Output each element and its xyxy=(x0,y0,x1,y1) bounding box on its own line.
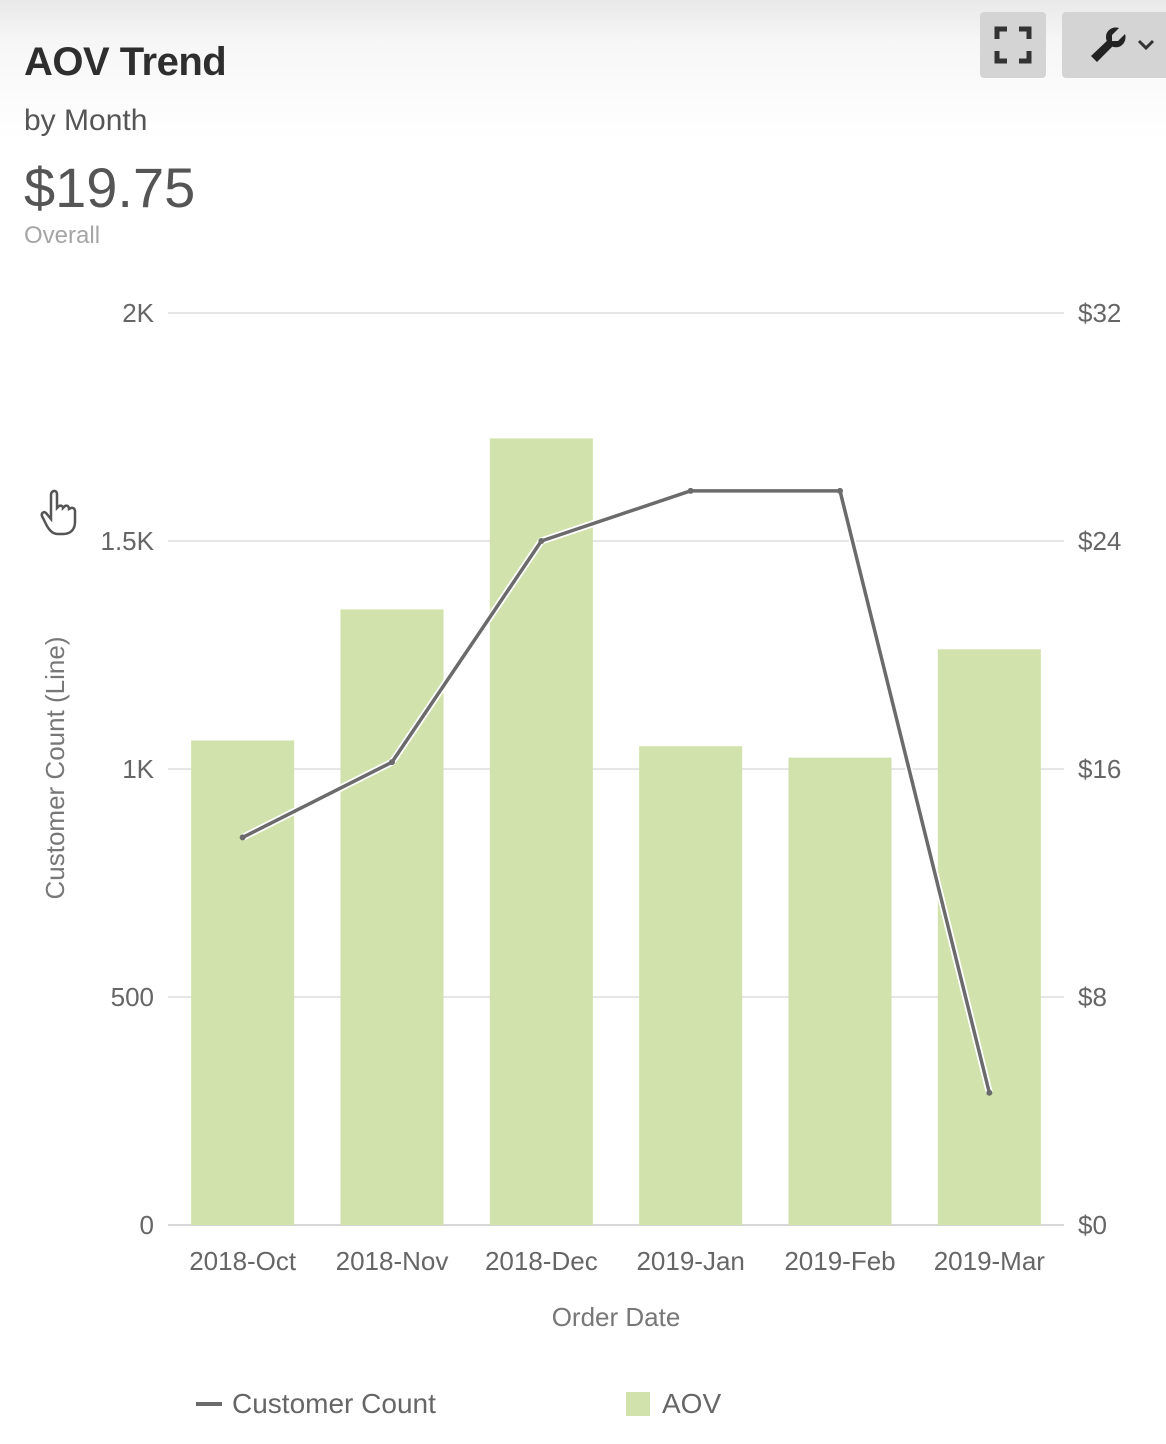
y-tick-label: 2K xyxy=(122,298,154,328)
y-axis-title: Customer Count (Line) xyxy=(40,637,70,900)
expand-icon xyxy=(994,26,1032,64)
line-point-2019-Jan[interactable] xyxy=(687,487,694,494)
x-tick-label: 2019-Mar xyxy=(934,1246,1046,1276)
line-point-2018-Dec[interactable] xyxy=(538,538,545,544)
right-axis-ticks: $0 $8 $16 $24 $32 xyxy=(1078,298,1121,1240)
y-tick-label: 500 xyxy=(111,982,154,1012)
settings-menu-button[interactable] xyxy=(1062,12,1166,78)
line-point-2018-Nov[interactable] xyxy=(389,759,395,766)
widget-subtitle: by Month xyxy=(24,104,148,137)
wrench-icon xyxy=(1091,27,1126,63)
legend-label-customer-count: Customer Count xyxy=(232,1388,436,1419)
chart-legend: Customer Count AOV xyxy=(0,1388,1166,1428)
y2-tick-label: $16 xyxy=(1078,754,1121,784)
x-axis-ticks: 2018-Oct 2018-Nov 2018-Dec 2019-Jan 2019-Feb… xyxy=(189,1246,1045,1276)
expand-button[interactable] xyxy=(980,12,1046,78)
bar-2018-Nov[interactable] xyxy=(340,609,444,1225)
y2-tick-label: $0 xyxy=(1078,1210,1107,1240)
left-axis-ticks: 0 500 1K 1.5K 2K xyxy=(101,298,155,1240)
line-point-2019-Mar[interactable] xyxy=(986,1089,993,1096)
line-point-2019-Feb[interactable] xyxy=(837,487,843,494)
bar-2018-Oct[interactable] xyxy=(191,740,295,1226)
line-path[interactable] xyxy=(241,489,992,1094)
bar-2019-Mar[interactable] xyxy=(937,649,1041,1225)
y2-tick-label: $24 xyxy=(1078,526,1121,556)
kpi-value: $19.75 xyxy=(24,156,196,219)
x-axis-title: Order Date xyxy=(552,1302,681,1332)
chevron-down-icon xyxy=(1137,39,1155,51)
legend-box-swatch xyxy=(626,1392,650,1416)
line-series-customer-count xyxy=(239,487,993,1096)
y-tick-label: 1K xyxy=(122,754,154,784)
legend-label-aov: AOV xyxy=(662,1388,722,1419)
y2-tick-label: $32 xyxy=(1078,298,1121,328)
line-point-2018-Oct[interactable] xyxy=(239,834,246,841)
x-tick-label: 2018-Dec xyxy=(485,1246,598,1276)
bar-2019-Jan[interactable] xyxy=(639,746,743,1225)
legend-item-aov[interactable]: AOV xyxy=(626,1388,721,1420)
legend-line-swatch xyxy=(196,1402,222,1406)
bar-2018-Dec[interactable] xyxy=(489,438,593,1225)
x-tick-label: 2019-Jan xyxy=(636,1246,744,1276)
y-tick-label: 1.5K xyxy=(101,526,155,556)
y-tick-label: 0 xyxy=(140,1210,154,1240)
gridlines xyxy=(168,312,1064,1226)
x-tick-label: 2019-Feb xyxy=(784,1246,895,1276)
legend-item-customer-count[interactable]: Customer Count xyxy=(196,1388,436,1420)
bar-series-aov xyxy=(191,438,1041,1225)
hand-cursor-icon xyxy=(40,489,77,536)
y2-tick-label: $8 xyxy=(1078,982,1107,1012)
bar-2019-Feb[interactable] xyxy=(788,757,892,1225)
widget-title: AOV Trend xyxy=(24,40,227,84)
x-tick-label: 2018-Nov xyxy=(336,1246,449,1276)
kpi-label: Overall xyxy=(24,222,101,249)
x-tick-label: 2018-Oct xyxy=(189,1246,297,1276)
